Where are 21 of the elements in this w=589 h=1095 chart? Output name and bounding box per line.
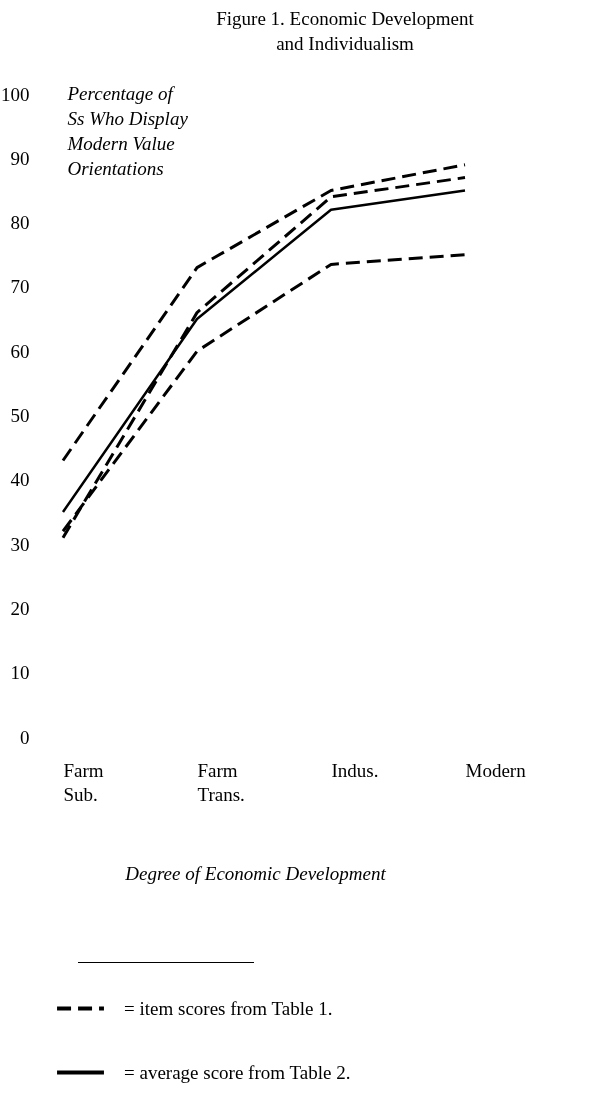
y-tick-label: 90 (10, 147, 30, 169)
y-tick-label: 60 (10, 340, 30, 362)
y-tick-label: 30 (10, 533, 30, 555)
x-tick-label: Modern (465, 759, 527, 781)
x-tick-label: Indus. (331, 759, 379, 781)
y-tick-label: 0 (20, 726, 30, 748)
legend-label: = item scores from Table 1. (124, 997, 333, 1019)
chart-title: Figure 1. Economic Development and Individualism (216, 8, 475, 54)
y-tick-label: 100 (1, 83, 30, 105)
x-axis-title: Degree of Economic Development (124, 862, 387, 884)
y-axis-title: Percentage of Ss Who Display Modern Value Orientations (66, 82, 189, 179)
x-tick-label: Farm Trans. (197, 759, 245, 805)
y-tick-label: 20 (10, 597, 30, 619)
y-tick-label: 70 (10, 276, 30, 298)
y-tick-label: 80 (10, 212, 30, 234)
y-tick-label: 40 (10, 469, 30, 491)
x-tick-label: Farm Sub. (63, 759, 104, 805)
legend-label: = average score from Table 2. (124, 1061, 351, 1083)
y-tick-label: 50 (10, 405, 30, 426)
y-tick-label: 10 (10, 662, 30, 684)
line-series (61, 163, 467, 463)
